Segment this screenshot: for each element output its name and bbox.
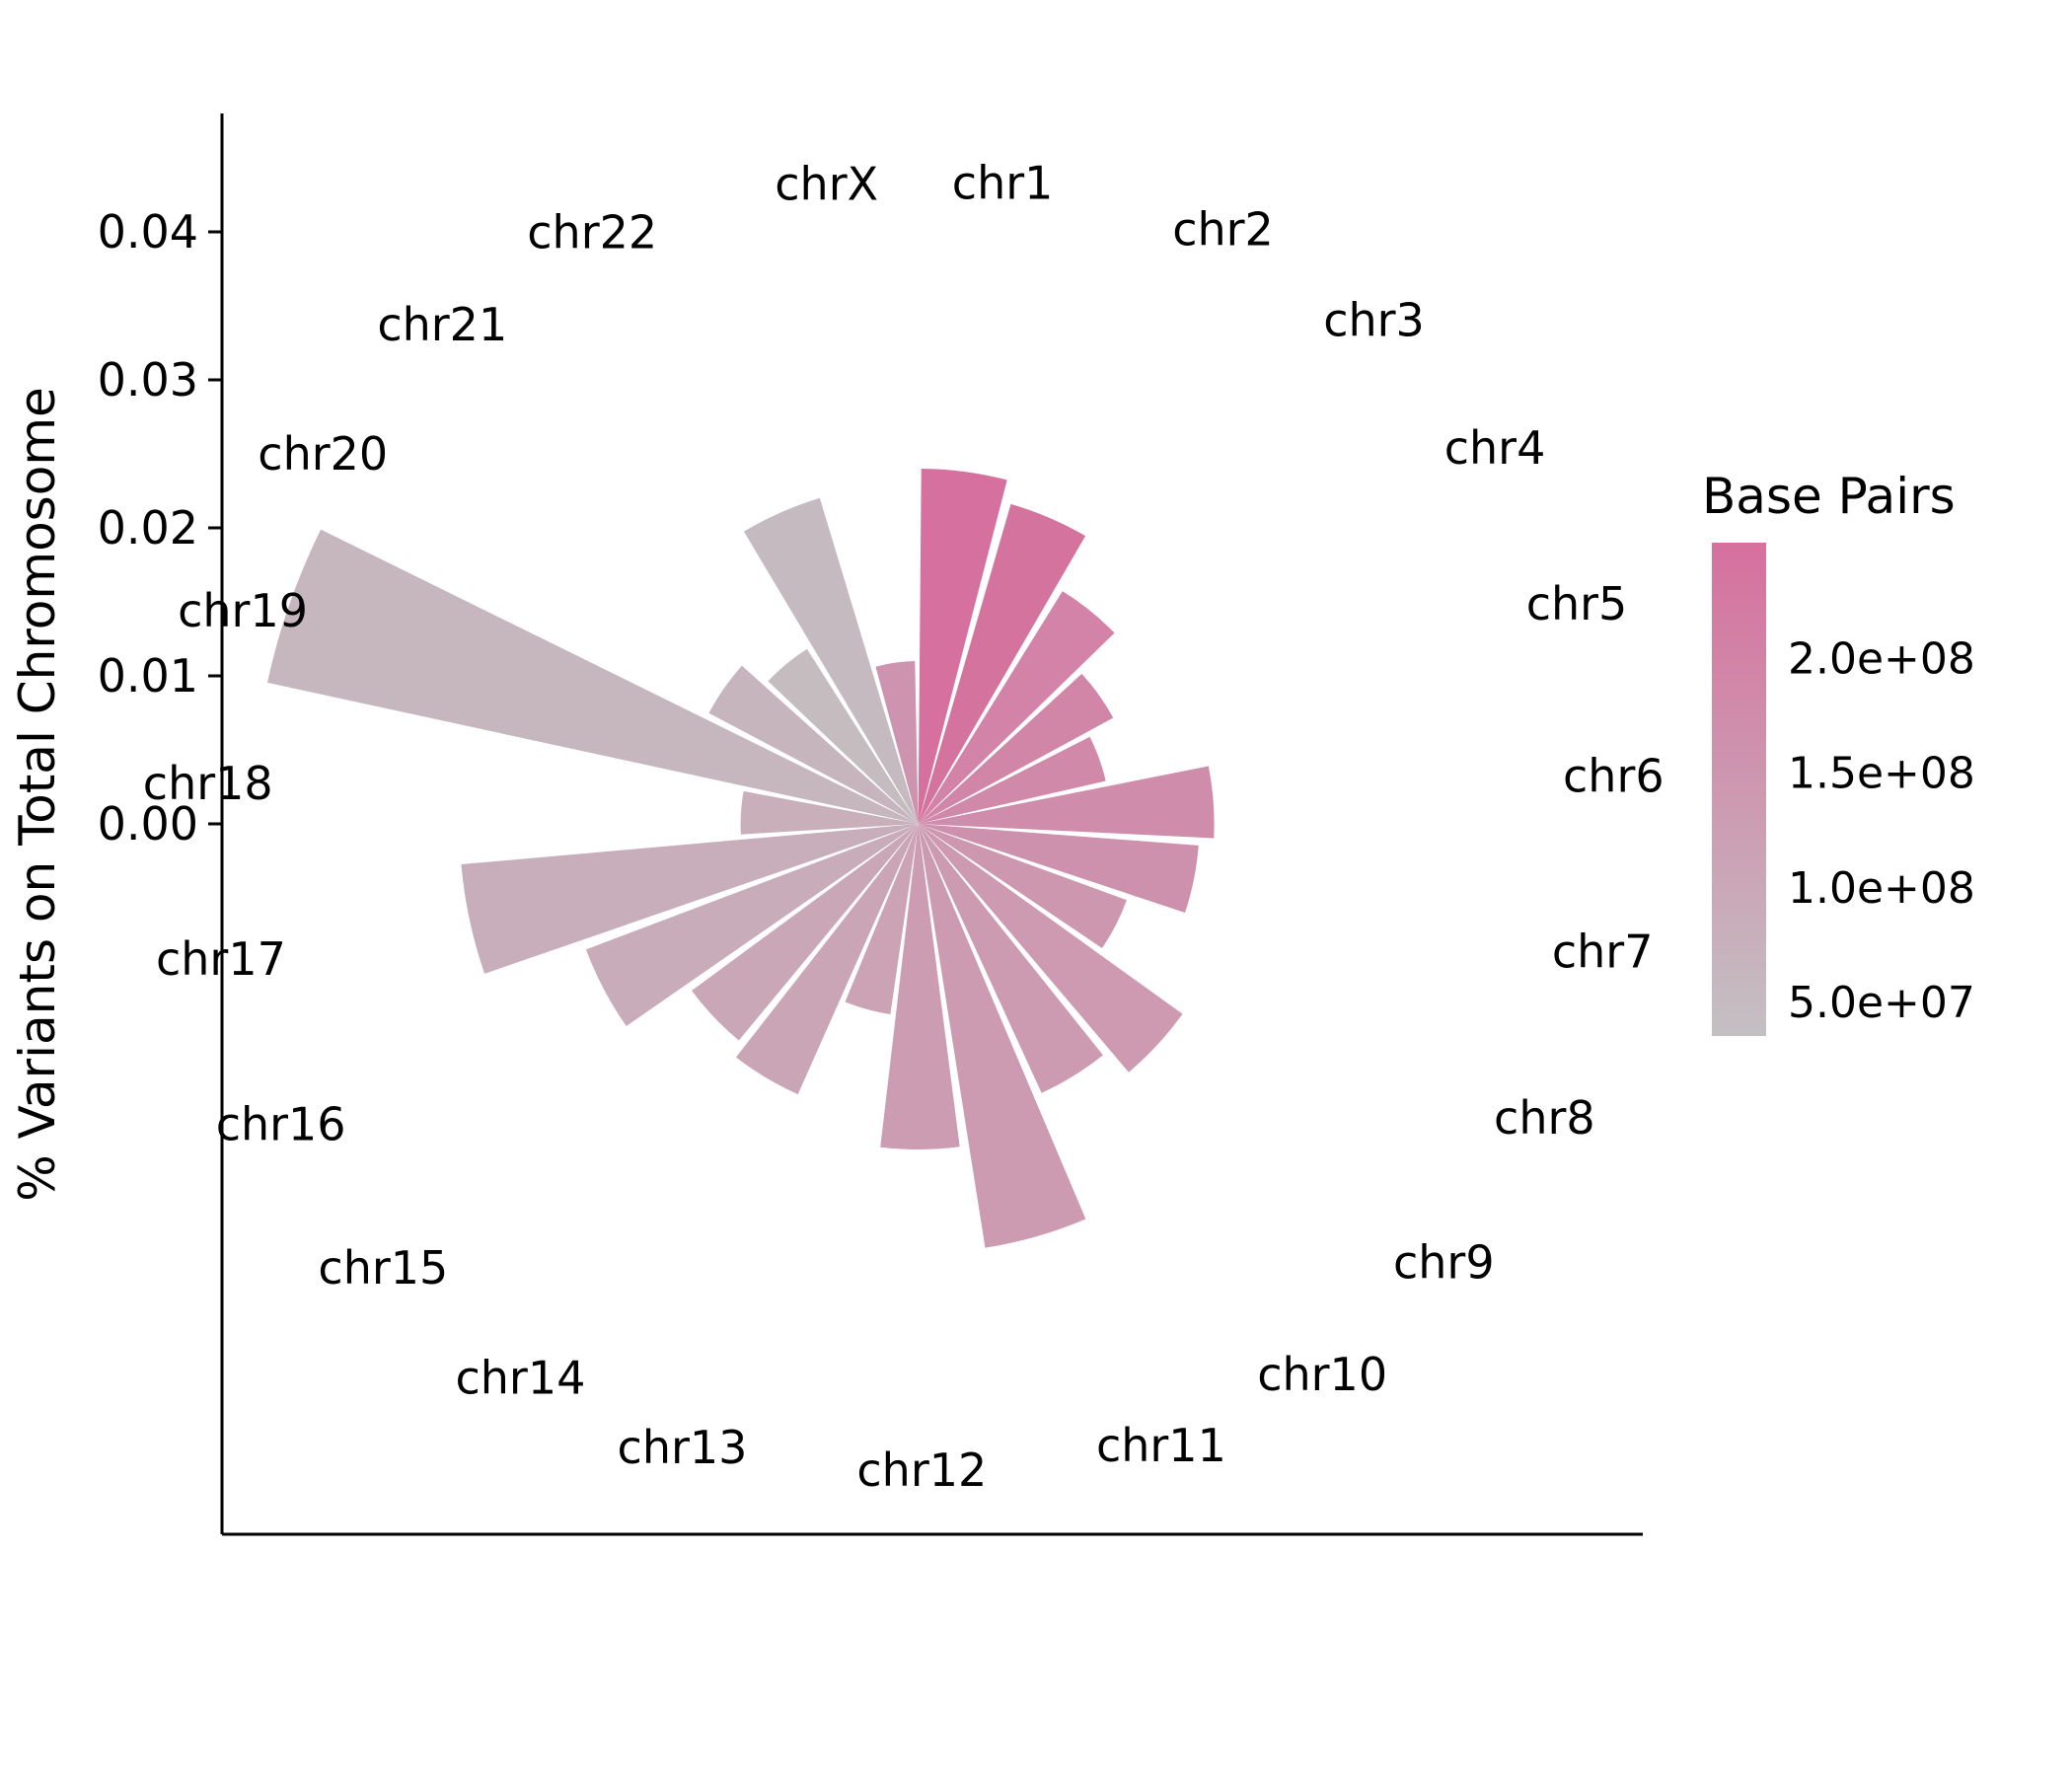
- legend-tick-label: 2.0e+08: [1788, 633, 1975, 684]
- wedge-label-chr15: chr15: [318, 1241, 448, 1295]
- wedge-label-chr8: chr8: [1494, 1091, 1595, 1145]
- wedge-label-chr18: chr18: [143, 757, 273, 810]
- wedge-label-chr3: chr3: [1323, 293, 1425, 346]
- y-axis-title: % Variants on Total Chromosome: [9, 387, 66, 1202]
- wedge-label-chr2: chr2: [1172, 203, 1274, 257]
- wedge-label-chr16: chr16: [216, 1098, 346, 1151]
- legend: Base Pairs 5.0e+07 1.0e+08 1.5e+08 2.0e+08: [1702, 468, 1975, 1036]
- wedge-label-chr1: chr1: [952, 156, 1054, 209]
- wedge-label-chr10: chr10: [1257, 1348, 1387, 1401]
- wedges-group: [267, 469, 1215, 1248]
- wedge-label-chr9: chr9: [1393, 1235, 1495, 1289]
- wedge-label-chr5: chr5: [1526, 577, 1628, 630]
- wedge-label-chr19: chr19: [178, 584, 308, 637]
- wedge-label-chr17: chr17: [156, 932, 286, 986]
- wedge-label-chr6: chr6: [1563, 750, 1665, 803]
- legend-tick-label: 1.5e+08: [1788, 749, 1975, 799]
- wedge-label-chr11: chr11: [1096, 1419, 1226, 1472]
- wedge-label-chr13: chr13: [618, 1421, 748, 1474]
- wedge-label-chr7: chr7: [1552, 925, 1654, 979]
- legend-title: Base Pairs: [1702, 468, 1956, 525]
- wedge-label-chr22: chr22: [527, 206, 657, 259]
- polar-bar-chart: 0.000.010.020.030.04% Variants on Total …: [0, 0, 2072, 1776]
- y-tick-label: 0.02: [98, 501, 198, 555]
- wedge-label-chr12: chr12: [856, 1443, 987, 1497]
- y-tick-label: 0.03: [98, 353, 198, 407]
- wedge-label-chr20: chr20: [258, 427, 388, 481]
- wedge-label-chr4: chr4: [1444, 421, 1546, 475]
- legend-tick-label: 5.0e+07: [1788, 978, 1975, 1028]
- wedge-label-chrX: chrX: [775, 157, 878, 210]
- legend-colorbar: [1712, 543, 1766, 1036]
- wedge-label-chr14: chr14: [455, 1352, 585, 1405]
- wedge-label-chr21: chr21: [377, 298, 507, 351]
- legend-tick-label: 1.0e+08: [1788, 863, 1975, 914]
- chart-container: 0.000.010.020.030.04% Variants on Total …: [0, 0, 2072, 1776]
- y-tick-label: 0.01: [98, 649, 198, 703]
- y-tick-label: 0.04: [98, 205, 198, 259]
